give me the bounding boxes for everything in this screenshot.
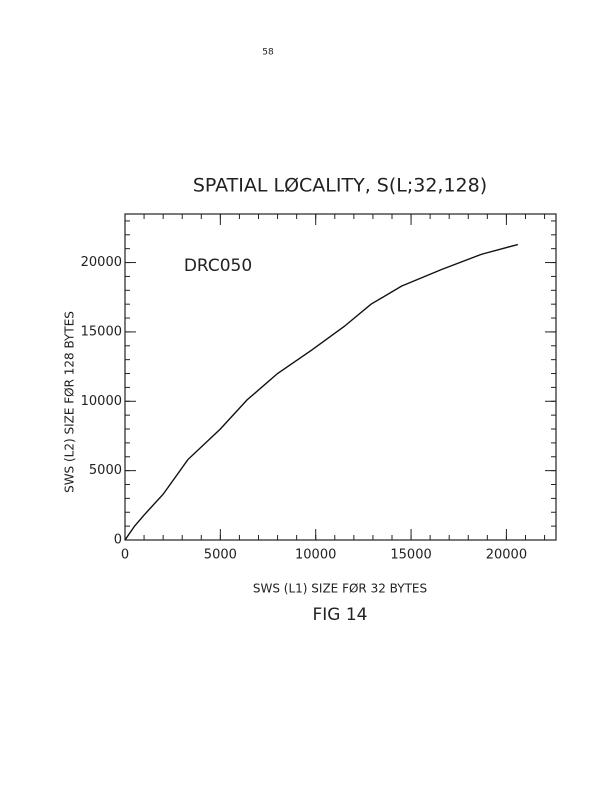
y-axis-label: SWS (L2) SIZE FØR 128 BYTES: [63, 311, 77, 493]
x-tick-label: 0: [121, 548, 129, 563]
x-tick-label: 10000: [295, 548, 336, 563]
plot-frame: [124, 213, 557, 541]
data-line: [124, 243, 519, 541]
y-tick-label: 10000: [81, 394, 122, 409]
x-axis-label: SWS (L1) SIZE FØR 32 BYTES: [253, 582, 427, 596]
y-tick-label: 20000: [81, 255, 122, 270]
caption: FIG 14: [312, 605, 367, 625]
x-tick-label: 5000: [204, 548, 237, 563]
x-tick-label: 15000: [390, 548, 431, 563]
annotation: DRC050: [184, 256, 252, 276]
y-tick-label: 5000: [89, 463, 122, 478]
page-number: 58: [262, 48, 274, 58]
x-tick-label: 20000: [486, 548, 527, 563]
y-tick-label: 15000: [81, 324, 122, 339]
chart-title: SPATIAL LØCALITY, S(L;32,128): [193, 175, 487, 197]
y-tick-label: 0: [114, 533, 122, 548]
